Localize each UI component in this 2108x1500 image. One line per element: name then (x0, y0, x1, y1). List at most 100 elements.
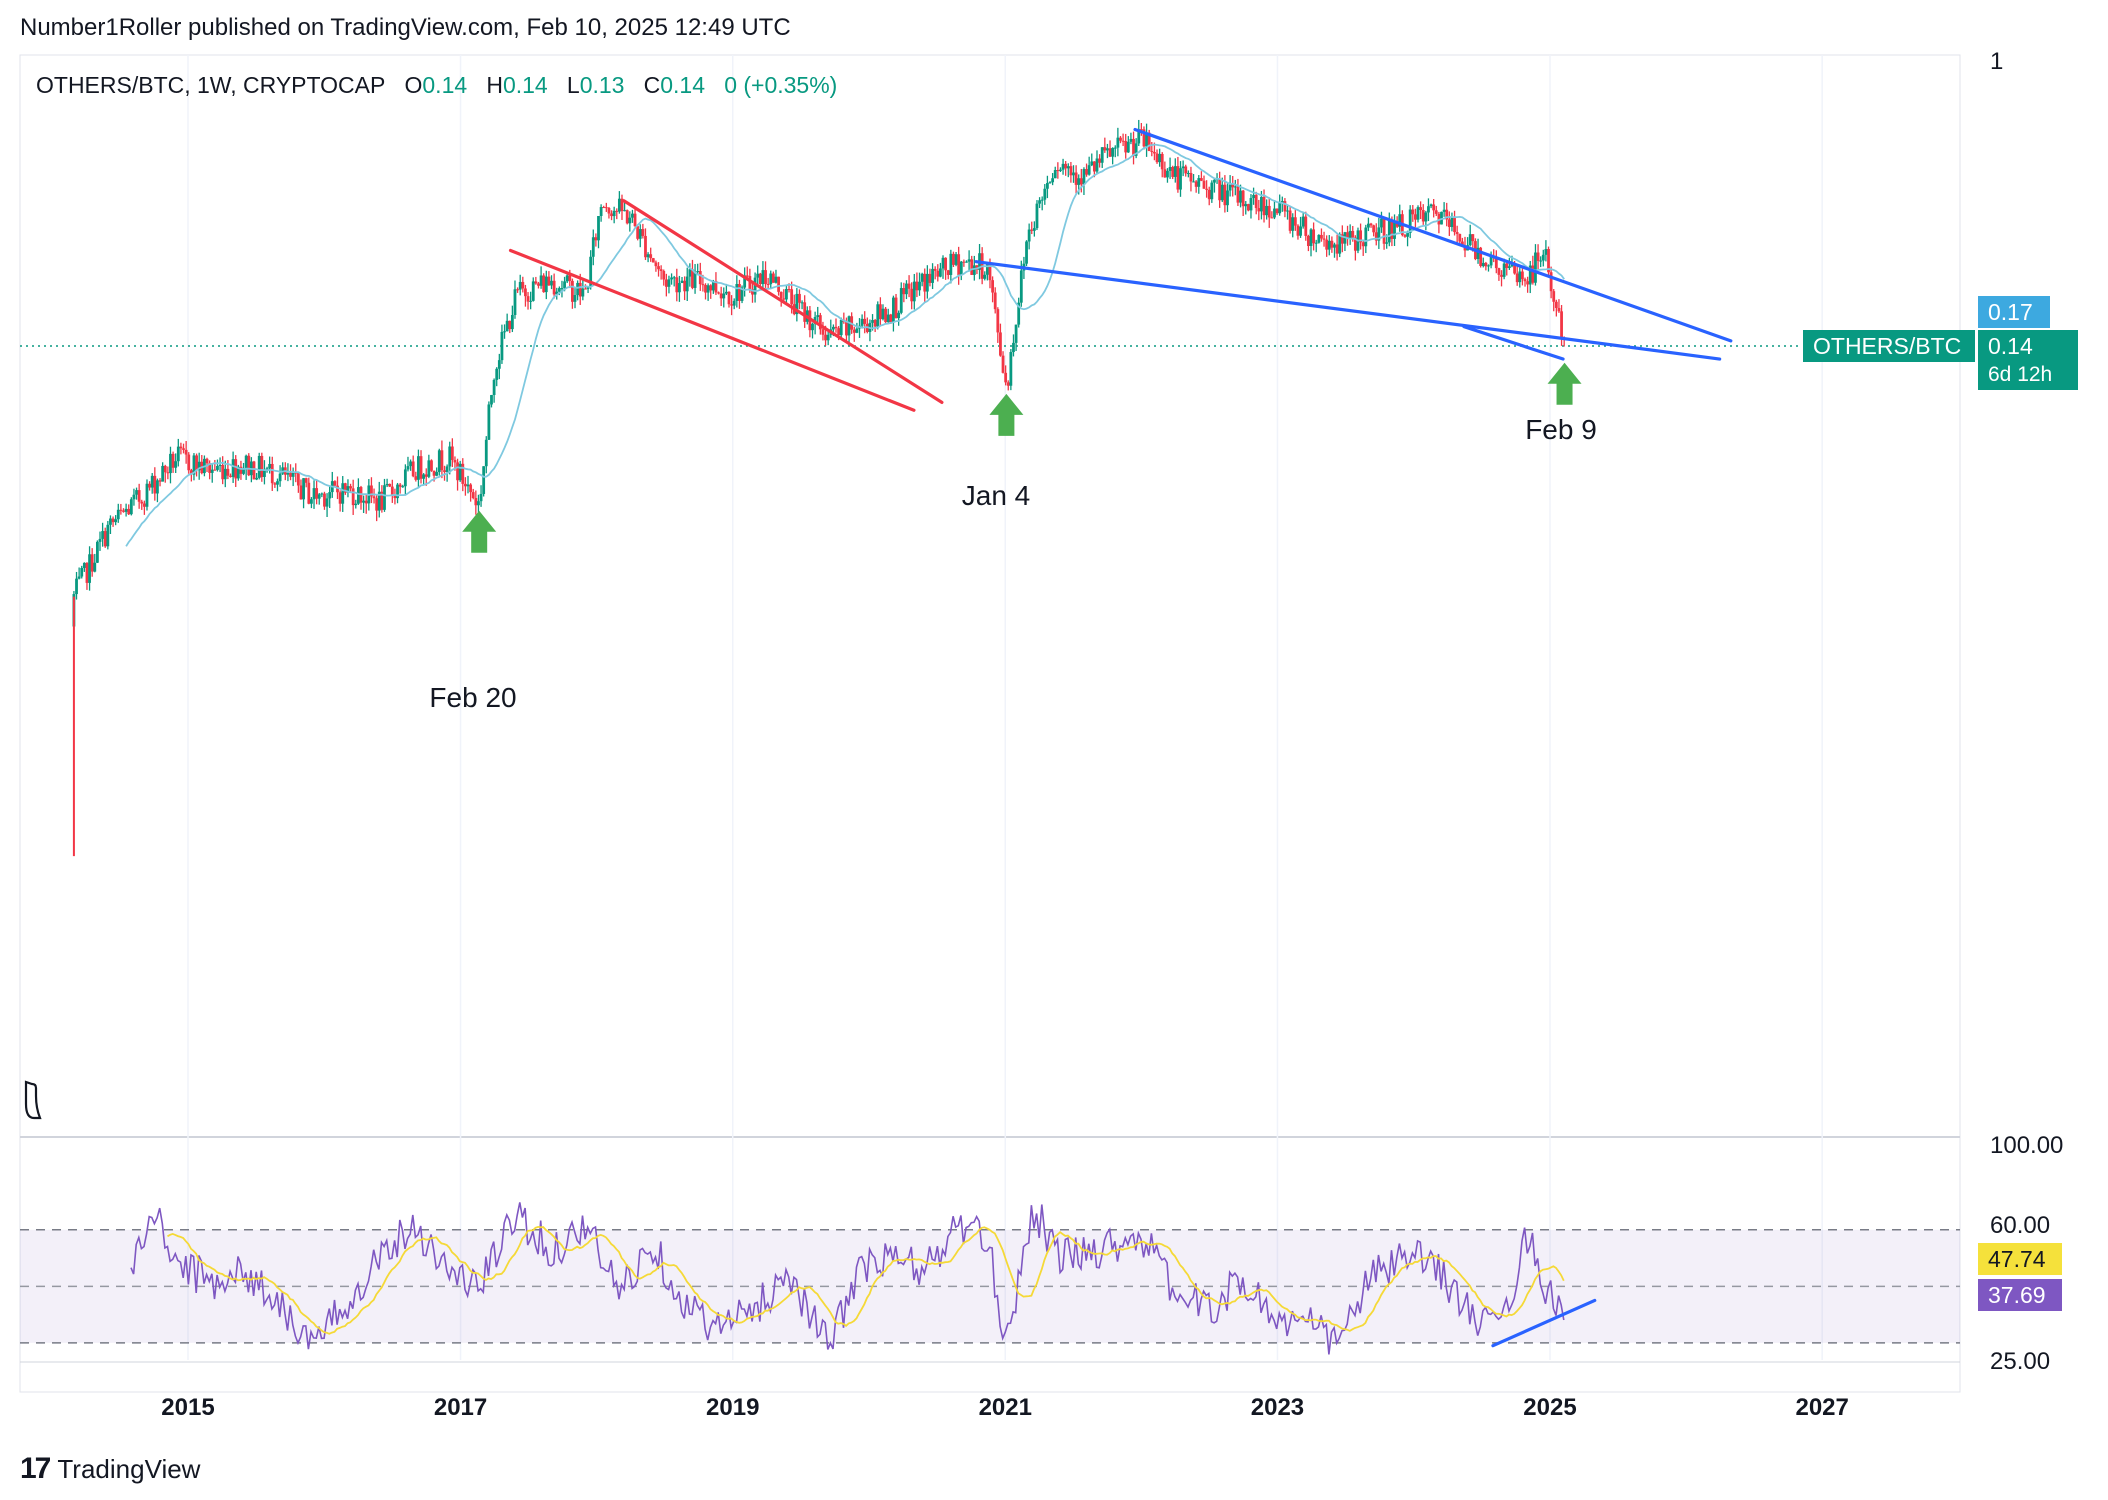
candle-body (1260, 196, 1263, 212)
candle-body (1393, 221, 1396, 239)
candle-body (724, 291, 728, 294)
candle-body (1468, 234, 1472, 246)
candle-body (1027, 229, 1031, 242)
candle-body (349, 486, 352, 489)
candle-body (111, 518, 115, 523)
ma-value-tag: 0.17 (1978, 296, 2050, 328)
candle-body (777, 276, 780, 292)
candle-body (273, 483, 277, 485)
candle-body (156, 480, 159, 494)
candle-body (1476, 247, 1480, 260)
candle-body (1536, 252, 1540, 261)
candle-body (1560, 311, 1563, 338)
candle-body (1192, 181, 1195, 183)
candle-body (1458, 233, 1462, 242)
candle-body (1006, 382, 1010, 386)
candle-body (709, 285, 713, 291)
candle-body (657, 266, 660, 270)
candle-body (743, 275, 747, 288)
candle-body (597, 215, 600, 241)
candle-body (325, 498, 329, 507)
candle-body (1502, 263, 1506, 277)
candle-body (1239, 190, 1242, 203)
candle-body (1275, 208, 1279, 214)
candle-body (1510, 263, 1514, 267)
candle-body (312, 488, 316, 500)
candle-body (667, 279, 671, 287)
candle-body (153, 475, 157, 494)
candle-body (620, 198, 624, 212)
candle-body (88, 554, 91, 583)
candle-body (1132, 138, 1135, 156)
candle-body (1244, 204, 1248, 207)
candle-body (114, 519, 118, 523)
candle-body (910, 288, 914, 302)
candle-body (1489, 255, 1493, 266)
candle-body (1434, 210, 1438, 214)
x-tick-2017: 2017 (433, 1394, 488, 1421)
candle-body (75, 578, 78, 595)
candle-body (145, 483, 149, 507)
candle-body (1500, 274, 1503, 277)
candle-body (918, 281, 921, 291)
candle-body (411, 461, 415, 477)
candle-body (696, 271, 700, 273)
candle-body (1270, 217, 1274, 219)
candle-body (268, 463, 272, 469)
candle-body (1403, 235, 1407, 237)
candle-body (242, 469, 245, 474)
candle-body (1518, 271, 1522, 283)
candle-body (1554, 301, 1558, 308)
candle-body (1353, 237, 1357, 251)
candle-body (1139, 129, 1143, 131)
countdown-tag: 6d 12h (1978, 360, 2078, 390)
candle-body (231, 459, 235, 477)
red-trendline-upper (622, 199, 944, 405)
candle-body (435, 472, 439, 476)
candle-body (1390, 219, 1394, 239)
candle-body (179, 446, 183, 449)
candle-body (396, 484, 399, 499)
publisher-line: Number1Roller published on TradingView.c… (20, 14, 791, 41)
candle-body (406, 466, 410, 470)
candle-body (560, 288, 564, 290)
candle-body (119, 509, 123, 511)
candle-body (516, 289, 519, 291)
candle-body (1291, 217, 1295, 231)
candle-body (576, 282, 580, 296)
candle-body (521, 281, 525, 289)
candle-body (774, 276, 778, 283)
candle-body (419, 456, 423, 479)
candle-body (636, 226, 640, 239)
candle-body (644, 235, 647, 258)
rsi-layer (130, 1202, 1597, 1355)
candle-body (905, 283, 908, 295)
candle-body (1557, 307, 1561, 312)
candle-body (492, 379, 496, 396)
legend-change: 0 (+0.35%) (724, 72, 838, 98)
candle-body (456, 462, 459, 481)
rsi-trendline (1491, 1298, 1597, 1348)
candle-body (101, 531, 105, 539)
candle-body (1179, 168, 1182, 190)
candle-body (941, 257, 945, 269)
candle-body (688, 269, 692, 277)
candle-body (518, 281, 522, 290)
candle-body (1265, 205, 1269, 216)
rsi-line (130, 1202, 1565, 1355)
candle-body (573, 295, 577, 302)
candle-body (664, 279, 668, 287)
candle-body (351, 488, 355, 506)
cursor-icon-layer (24, 1080, 42, 1120)
candle-body (1278, 202, 1282, 214)
candle-body (761, 270, 765, 285)
candle-body (944, 257, 948, 271)
candle-body (1079, 178, 1083, 185)
candle-body (972, 265, 976, 275)
candle-body (651, 258, 655, 263)
candle-body (876, 304, 880, 327)
candle-body (1014, 324, 1018, 343)
candle-body (680, 280, 684, 284)
candle-body (380, 491, 384, 510)
